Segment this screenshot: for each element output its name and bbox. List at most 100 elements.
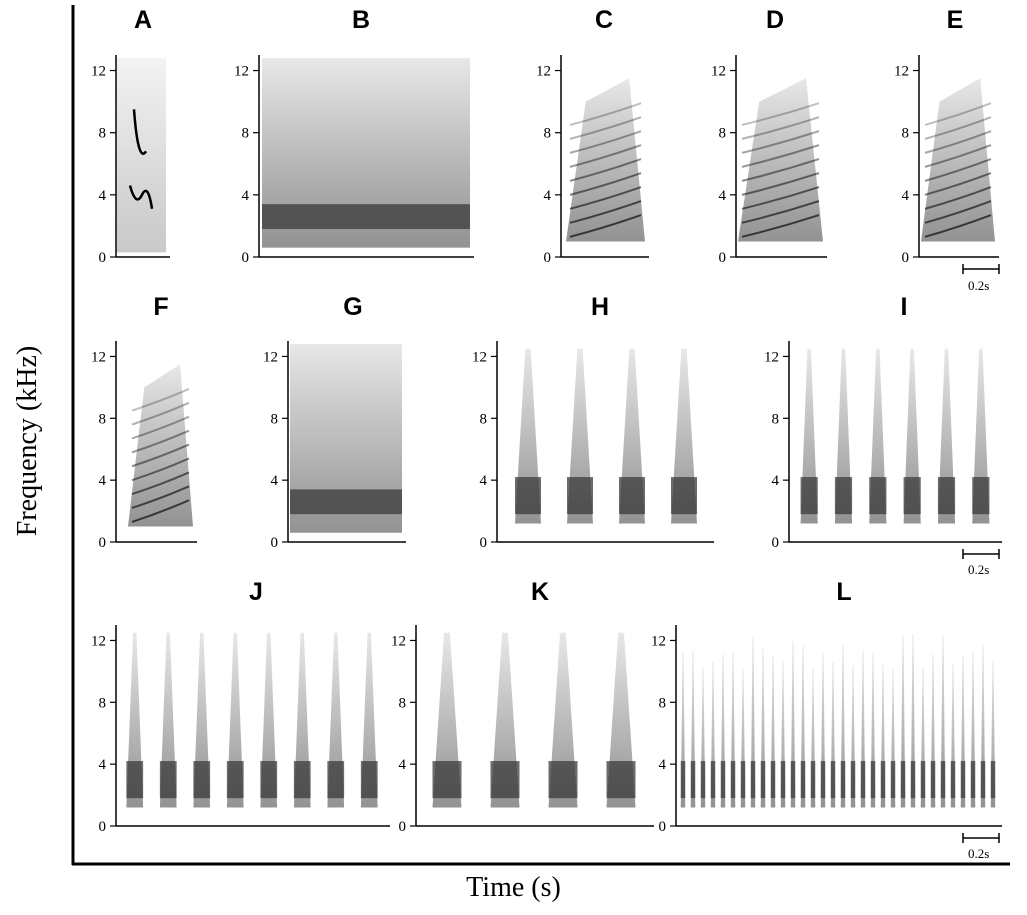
- spectrogram-note-core-l-8: [750, 761, 756, 799]
- y-tick-label-b-12: 12: [234, 64, 249, 80]
- y-tick-label-h-8: 8: [480, 411, 488, 427]
- spectrogram-note-core-l-16: [830, 761, 836, 799]
- spectrogram-note-core-l-6: [730, 761, 736, 799]
- spectrogram-harmonic-f-5: [131, 443, 190, 468]
- y-tick-label-c-12: 12: [536, 64, 551, 80]
- y-tick-label-i-0: 0: [772, 535, 780, 551]
- spectrogram-harmonic-c-4: [569, 172, 642, 196]
- spectrogram-note-core-l-18: [850, 761, 856, 799]
- spectrogram-harmonic-c-1: [569, 214, 642, 238]
- panel-label-j: J: [249, 578, 263, 606]
- y-tick-label-f-0: 0: [99, 535, 107, 551]
- spectrogram-note-core-l-27: [940, 761, 946, 799]
- spectrogram-harmonic-f-8: [131, 401, 190, 426]
- spectrogram-note-core-l-23: [900, 761, 906, 799]
- spectrogram-note-core-i-4: [903, 477, 921, 515]
- y-axis-label: Frequency (kHz): [12, 345, 43, 537]
- y-tick-label-b-4: 4: [242, 188, 250, 204]
- spectrogram-note-core-j-1: [126, 761, 144, 799]
- spectrogram-harmonic-f-1: [131, 499, 190, 523]
- spectrogram-harmonic-f-3: [131, 471, 190, 496]
- spectrogram-harmonic-f-9: [131, 388, 190, 412]
- panel-label-l: L: [836, 578, 852, 606]
- spectrogram-note-core-l-14: [810, 761, 816, 799]
- spectrogram-note-core-l-21: [880, 761, 886, 799]
- spectrogram-note-core-l-15: [820, 761, 826, 799]
- panel-label-g: G: [343, 293, 363, 321]
- y-tick-label-l-0: 0: [659, 819, 667, 835]
- y-tick-label-a-8: 8: [99, 126, 107, 142]
- spectrogram-note-core-j-4: [226, 761, 244, 799]
- panel-label-i: I: [900, 293, 908, 321]
- y-tick-label-d-12: 12: [711, 64, 726, 80]
- spectrogram-note-core-i-1: [800, 477, 818, 515]
- spectrogram-note-core-h-1: [515, 477, 541, 515]
- x-axis-label: Time (s): [466, 872, 561, 903]
- y-tick-label-j-12: 12: [91, 633, 106, 649]
- y-tick-label-d-0: 0: [719, 250, 727, 266]
- y-tick-label-f-12: 12: [91, 349, 106, 365]
- spectrogram-harmonic-e-4: [924, 172, 992, 196]
- spectrogram-note-core-l-5: [720, 761, 726, 799]
- spectrogram-body-d: [738, 78, 823, 242]
- spectrogram-harmonic-d-5: [741, 158, 820, 182]
- spectrogram-band-b: [262, 204, 470, 230]
- y-tick-label-d-4: 4: [719, 188, 727, 204]
- spectrogram-note-core-i-5: [937, 477, 956, 515]
- spectrogram-note-core-l-10: [770, 761, 776, 799]
- y-tick-label-i-4: 4: [772, 473, 780, 489]
- spectrogram-note-core-l-1: [680, 761, 686, 799]
- spectrogram-harmonic-e-5: [924, 158, 992, 182]
- spectrogram-harmonic-c-6: [569, 144, 642, 168]
- y-tick-label-g-8: 8: [271, 411, 279, 427]
- y-tick-label-a-4: 4: [99, 188, 107, 204]
- y-tick-label-k-8: 8: [399, 695, 407, 711]
- spectrogram-note-core-l-2: [690, 761, 696, 799]
- y-tick-label-c-8: 8: [544, 126, 552, 142]
- spectrogram-harmonic-f-4: [131, 457, 190, 482]
- spectrogram-harmonic-e-1: [924, 214, 992, 238]
- spectrogram-note-core-l-29: [960, 761, 966, 799]
- spectrogram-harmonic-d-3: [741, 186, 820, 210]
- spectrogram-note-core-i-2: [834, 477, 853, 515]
- spectrogram-harmonic-d-9: [741, 102, 820, 126]
- spectrogram-harmonic-d-6: [741, 144, 820, 168]
- spectrogram-note-core-l-24: [910, 761, 916, 799]
- spectrogram-note-core-l-11: [780, 761, 786, 799]
- y-tick-label-g-12: 12: [263, 349, 278, 365]
- y-tick-label-h-12: 12: [472, 349, 487, 365]
- spectrogram-note-core-l-4: [710, 761, 716, 799]
- y-tick-label-d-8: 8: [719, 126, 727, 142]
- y-tick-label-a-0: 0: [99, 250, 107, 266]
- y-tick-label-g-4: 4: [271, 473, 279, 489]
- panel-label-f: F: [153, 293, 169, 321]
- spectrogram-body-e: [921, 78, 995, 242]
- panel-label-k: K: [530, 578, 550, 606]
- panel-label-a: A: [133, 6, 153, 34]
- spectrogram-harmonic-e-3: [924, 186, 992, 210]
- spectrogram-note-core-h-3: [619, 477, 645, 515]
- y-tick-label-k-0: 0: [399, 819, 407, 835]
- spectrogram-harmonic-d-2: [741, 200, 820, 224]
- spectrogram-trace-low-a: [128, 185, 154, 210]
- spectrogram-note-core-j-7: [327, 761, 345, 799]
- spectrogram-note-core-j-6: [293, 761, 311, 799]
- spectrogram-note-core-l-25: [920, 761, 926, 799]
- spectrogram-harmonic-d-7: [741, 130, 820, 154]
- y-tick-label-e-12: 12: [894, 64, 909, 80]
- y-tick-label-l-8: 8: [659, 695, 667, 711]
- y-tick-label-c-4: 4: [544, 188, 552, 204]
- spectrogram-note-core-l-19: [860, 761, 866, 799]
- y-tick-label-f-4: 4: [99, 473, 107, 489]
- spectrogram-band-g: [290, 489, 402, 515]
- y-tick-label-k-12: 12: [391, 633, 406, 649]
- spectrogram-note-core-h-2: [567, 477, 593, 515]
- spectrogram-note-core-h-4: [671, 477, 697, 515]
- y-tick-label-j-8: 8: [99, 695, 107, 711]
- spectrogram-note-core-l-28: [950, 761, 956, 799]
- spectrogram-note-core-l-22: [890, 761, 896, 799]
- y-tick-label-g-0: 0: [271, 535, 279, 551]
- spectrogram-note-core-l-32: [990, 761, 996, 799]
- panel-label-d: D: [765, 6, 785, 34]
